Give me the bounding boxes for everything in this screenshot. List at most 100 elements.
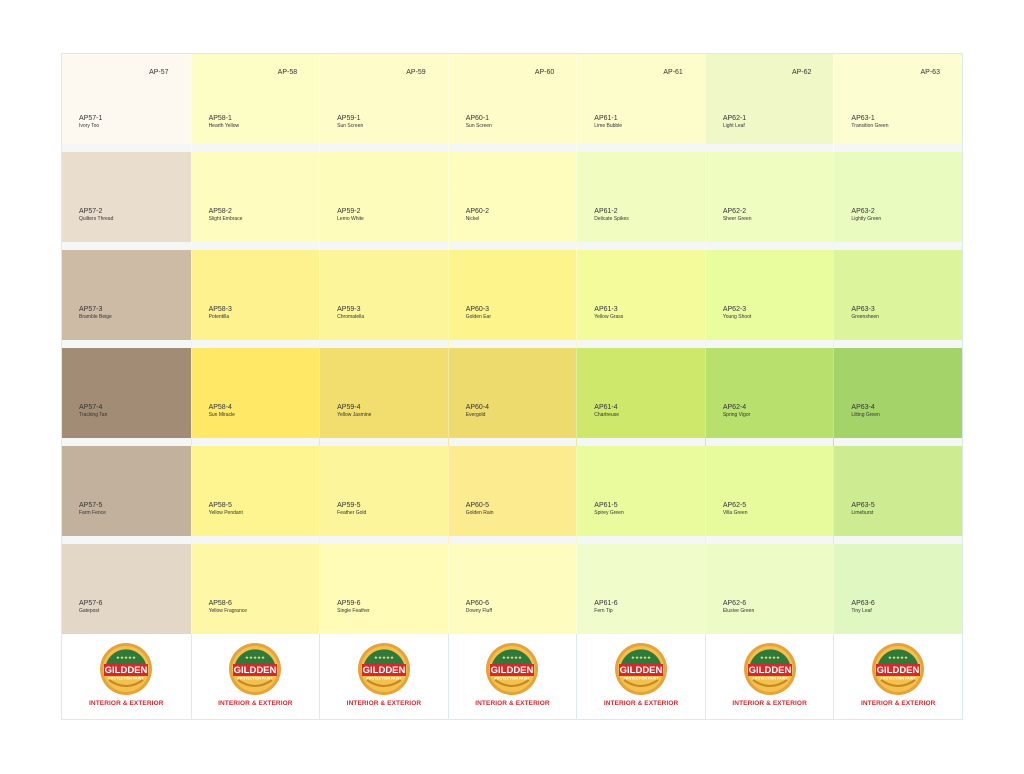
svg-text:★★★★★: ★★★★★ [116,655,136,661]
family-column: AP-60 AP60-1 Sun Screen AP60-2 Nickel AP60-3 G… [447,54,577,634]
swatch-name: Lemo White [337,216,364,222]
row-divider [62,242,191,250]
swatch-name: Elusive Green [722,608,755,614]
swatch-name: Chartreuse [594,412,620,418]
swatch-code: AP61-3 [594,306,618,313]
swatch-name: Bramble Beige [79,314,112,320]
swatch-code: AP60-2 [465,208,490,215]
color-swatch: AP60-4 Evergold [447,348,577,446]
brand-tagline: INTERIOR & EXTERIOR [603,700,679,707]
svg-text:GILDDEN: GILDDEN [748,665,791,676]
color-swatch: AP-63 AP63-1 Transition Green [833,54,962,152]
swatch-code: AP62-2 [722,208,747,215]
svg-text:PROTECTION PAINT: PROTECTION PAINT [109,677,145,681]
swatch-name: Chromatella [337,314,365,320]
row-divider [448,242,577,250]
color-swatch: AP60-3 Golden Ear [447,250,577,348]
family-label: AP-58 [277,69,298,76]
row-divider [834,536,962,544]
row-divider [448,438,577,446]
family-column: AP-57 AP57-1 Ivory Too AP57-2 Quilters Threa… [62,54,191,634]
color-swatch: AP57-5 Farm Fence [62,446,191,544]
swatch-code: AP62-3 [722,306,747,313]
svg-text:★★★★★: ★★★★★ [760,655,780,661]
brand-cell: GILDDEN PROTECTION PAINT ★★★★★ INTERIOR & E… [704,634,834,720]
color-swatch: AP62-3 Young Shoot [704,250,834,348]
row-divider [320,144,448,152]
swatch-name: Villa Green [722,510,748,516]
swatch-name: Slight Embrace [208,216,243,222]
swatch-name: Nickel [465,216,480,222]
color-swatch: AP61-6 Fern Tip [576,544,705,634]
swatch-name: Fern Tip [594,608,613,614]
color-swatch: AP60-6 Downy Fluff [447,544,577,634]
swatch-code: AP63-6 [851,600,875,607]
swatch-name: Yellow Pendant [208,510,243,516]
svg-text:★★★★★: ★★★★★ [502,655,522,661]
swatch-name: Transition Green [851,123,889,129]
swatch-name: Spring Vigor [722,412,751,418]
row-divider [834,144,962,152]
swatch-code: AP58-4 [208,404,232,411]
swatch-name: Lightly Green [851,216,882,222]
color-swatch: AP-62 AP62-1 Light Leaf [704,54,834,152]
swatch-name: Sheer Green [722,216,752,222]
swatch-code: AP57-5 [79,502,103,509]
brand-cell: GILDDEN PROTECTION PAINT ★★★★★ INTERIOR & E… [833,634,962,720]
row-divider [62,144,191,152]
swatch-name: Golden Ear [465,314,491,320]
swatch-name: Spirey Green [594,510,624,516]
swatch-code: AP58-3 [208,306,232,313]
swatch-code: AP58-2 [208,208,232,215]
swatch-code: AP60-5 [465,502,490,509]
family-column: AP-62 AP62-1 Light Leaf AP62-2 Sheer Green AP… [704,54,834,634]
svg-text:GILDDEN: GILDDEN [234,665,277,676]
swatch-name: Light Leaf [722,123,745,129]
row-divider [320,536,448,544]
swatch-code: AP62-6 [722,600,747,607]
row-divider [834,438,962,446]
color-swatch: AP59-4 Yellow Jasmine [319,348,448,446]
swatch-code: AP63-2 [851,208,875,215]
color-swatch: AP63-2 Lightly Green [833,152,962,250]
swatch-name: Yellow Jasmine [337,412,372,418]
swatch-name: Feather Gold [337,510,367,516]
color-swatch: AP60-2 Nickel [447,152,577,250]
swatch-name: Lilting Green [851,412,880,418]
family-column: AP-63 AP63-1 Transition Green AP63-2 Lightly… [833,54,962,634]
svg-text:PROTECTION PAINT: PROTECTION PAINT [752,677,788,681]
brand-tagline: INTERIOR & EXTERIOR [89,700,164,707]
svg-text:GILDDEN: GILDDEN [491,665,534,676]
color-swatch: AP58-4 Sun Miracle [190,348,320,446]
color-swatch: AP-61 AP61-1 Lime Bubble [576,54,705,152]
swatch-code: AP60-3 [465,306,490,313]
row-divider [448,340,577,348]
brand-tagline: INTERIOR & EXTERIOR [732,700,807,707]
row-divider [62,438,191,446]
swatch-name: Quilters Thread [79,216,114,222]
swatch-name: Limeburst [851,510,874,516]
brand-cell: GILDDEN PROTECTION PAINT ★★★★★ INTERIOR & E… [576,634,705,720]
swatch-code: AP60-1 [465,115,490,122]
color-swatch: AP57-2 Quilters Thread [62,152,191,250]
color-swatch: AP61-4 Chartreuse [576,348,705,446]
svg-text:PROTECTION PAINT: PROTECTION PAINT [495,677,531,681]
swatch-code: AP63-3 [851,306,875,313]
swatch-name: Potentilla [208,314,230,320]
swatch-name: Golden Rain [465,510,494,516]
svg-text:PROTECTION PAINT: PROTECTION PAINT [238,677,274,681]
color-swatch: AP58-6 Yellow Fragrance [190,544,320,634]
svg-text:GILDDEN: GILDDEN [363,665,406,676]
brand-tagline: INTERIOR & EXTERIOR [346,700,422,707]
swatch-code: AP60-6 [465,600,490,607]
color-swatch: AP61-3 Yellow Grass [576,250,705,348]
swatch-name: Farm Fence [79,510,106,516]
swatch-name: Gatepost [79,608,100,614]
swatch-grid: AP-57 AP57-1 Ivory Too AP57-2 Quilters Threa… [62,54,962,634]
swatch-code: AP61-1 [594,115,618,122]
swatch-code: AP61-5 [594,502,618,509]
swatch-code: AP58-1 [208,115,232,122]
swatch-code: AP59-5 [337,502,361,509]
